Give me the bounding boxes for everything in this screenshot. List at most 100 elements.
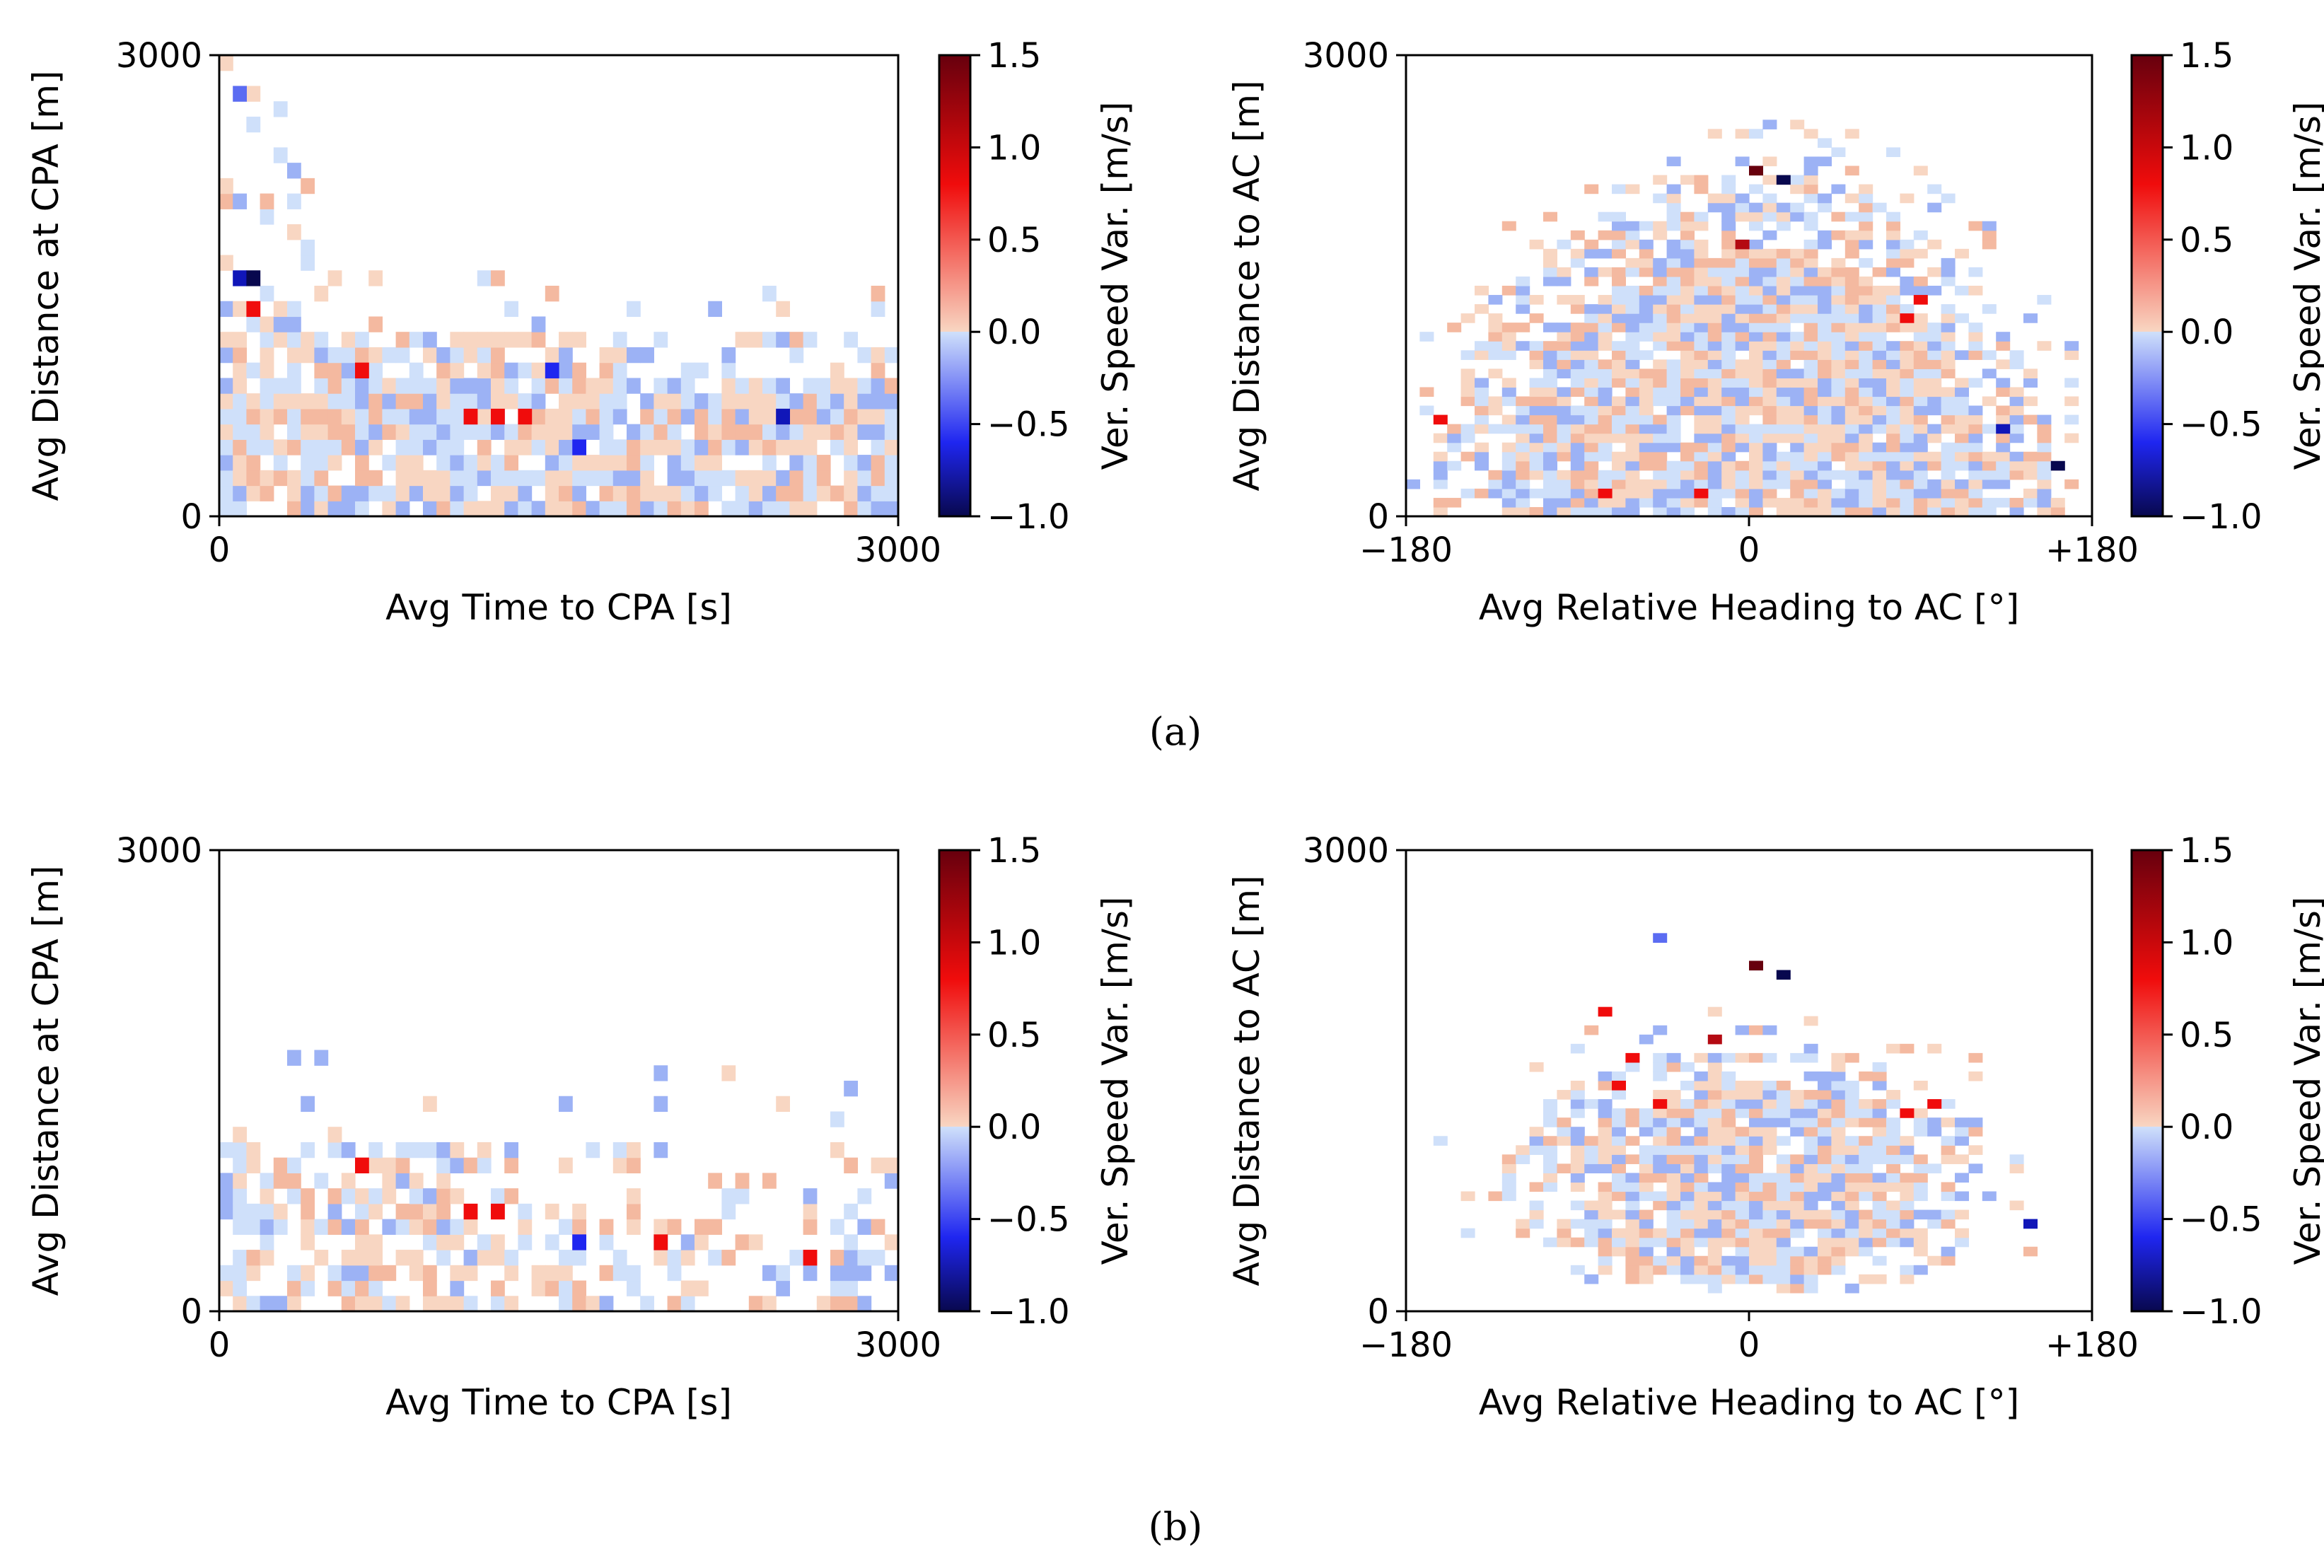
- y-tick-label: 0: [1367, 497, 1389, 537]
- heatmap-cell: [1872, 304, 1887, 314]
- heatmap-cell: [1721, 1163, 1736, 1173]
- heatmap-cell: [436, 1296, 451, 1312]
- heatmap-cell: [1707, 1228, 1722, 1238]
- heatmap-cell: [395, 424, 410, 440]
- heatmap-cell: [640, 408, 654, 425]
- heatmap-cell: [1653, 451, 1668, 462]
- heatmap-cell: [1844, 332, 1859, 342]
- heatmap-cell: [219, 408, 233, 425]
- heatmap-cell: [1598, 378, 1613, 388]
- heatmap-cell: [1996, 470, 2011, 480]
- heatmap-cell: [1886, 1173, 1900, 1183]
- heatmap-cell: [1735, 1136, 1750, 1146]
- colorbar-frame: [2130, 849, 2164, 1313]
- heatmap-cell: [1927, 359, 1942, 369]
- heatmap-cell: [1818, 497, 1832, 508]
- heatmap-cell: [1612, 1136, 1626, 1146]
- heatmap-cell: [1872, 506, 1887, 517]
- heatmap-cell: [1680, 276, 1695, 286]
- heatmap-cell: [1996, 479, 2011, 489]
- heatmap-cell: [1639, 239, 1654, 250]
- heatmap-cell: [233, 193, 247, 209]
- heatmap-cell: [1831, 257, 1846, 268]
- heatmap-cell: [1831, 1182, 1846, 1192]
- x-axis-label: Avg Time to CPA [s]: [385, 1382, 732, 1423]
- heatmap-cell: [1694, 1173, 1709, 1183]
- heatmap-cell: [531, 501, 546, 517]
- heatmap-cell: [1844, 248, 1859, 259]
- heatmap-cell: [450, 378, 465, 394]
- heatmap-cell: [355, 424, 369, 440]
- heatmap-cell: [1831, 359, 1846, 369]
- heatmap-cell: [1584, 1237, 1599, 1248]
- heatmap-cell: [1900, 378, 1915, 388]
- heatmap-cell: [1447, 442, 1462, 453]
- heatmap-cell: [395, 1157, 410, 1173]
- heatmap-cell: [287, 1188, 301, 1204]
- heatmap-cell: [1968, 286, 1983, 296]
- heatmap-cell: [1844, 424, 1859, 434]
- heatmap-cell: [504, 1296, 518, 1312]
- heatmap-cell: [830, 1111, 844, 1127]
- heatmap-cell: [1996, 497, 2011, 508]
- heatmap-cell: [559, 485, 573, 501]
- heatmap-cell: [463, 1157, 478, 1173]
- heatmap-cell: [1721, 230, 1736, 240]
- heatmap-cell: [1831, 368, 1846, 378]
- heatmap-cell: [1803, 378, 1818, 388]
- heatmap-cell: [1996, 405, 2011, 416]
- heatmap-cell: [1625, 323, 1640, 332]
- heatmap-cell: [1762, 230, 1777, 240]
- heatmap-cell: [776, 332, 790, 348]
- heatmap-cell: [1666, 1265, 1681, 1275]
- heatmap-cell: [1859, 1099, 1873, 1109]
- heatmap-cell: [1543, 433, 1557, 443]
- x-axis-label: Avg Relative Heading to AC [°]: [1479, 1382, 2019, 1423]
- heatmap-cell: [1941, 332, 1956, 342]
- heatmap-cell: [1433, 451, 1448, 462]
- heatmap-cell: [1913, 1173, 1928, 1183]
- heatmap-cell: [368, 1188, 383, 1204]
- heatmap-cell: [1831, 323, 1846, 332]
- heatmap-cell: [1859, 239, 1873, 250]
- heatmap-cell: [260, 485, 274, 501]
- heatmap-cell: [803, 1265, 818, 1282]
- heatmap-cell: [1612, 286, 1626, 296]
- heatmap-cell: [1653, 1255, 1668, 1266]
- heatmap-cell: [1475, 350, 1489, 360]
- heatmap-cell: [1570, 442, 1585, 453]
- heatmap-cell: [1776, 479, 1791, 489]
- heatmap-cell: [395, 1296, 410, 1312]
- heatmap-cell: [1803, 239, 1818, 250]
- heatmap-cell: [463, 470, 478, 487]
- heatmap-cell: [1941, 313, 1956, 323]
- heatmap-cell: [246, 470, 261, 487]
- colorbar-tick-label: −1.0: [2180, 497, 2262, 537]
- heatmap-cell: [708, 485, 722, 501]
- heatmap-cell: [531, 393, 546, 410]
- heatmap-cell: [1776, 424, 1791, 434]
- heatmap-cell: [1694, 368, 1709, 378]
- heatmap-cell: [1653, 1071, 1668, 1081]
- heatmap-cell: [1666, 1209, 1681, 1220]
- heatmap-cell: [260, 408, 274, 425]
- heatmap-cell: [1543, 405, 1557, 416]
- heatmap-cell: [1886, 1145, 1900, 1155]
- heatmap-highlight-cell: [776, 408, 790, 425]
- heatmap-cell: [1803, 368, 1818, 378]
- heatmap-cell: [1955, 286, 1969, 296]
- heatmap-cell: [1790, 1228, 1805, 1238]
- heatmap-cell: [1982, 424, 1997, 434]
- colorbar-label: Ver. Speed Var. [m/s]: [1095, 102, 1136, 470]
- heatmap-cell: [1941, 193, 1956, 204]
- heatmap-cell: [627, 424, 641, 440]
- heatmap-cell: [695, 1280, 709, 1296]
- heatmap-cell: [436, 1157, 451, 1173]
- heatmap-cell: [1968, 451, 1983, 462]
- heatmap-cell: [1516, 323, 1530, 332]
- heatmap-highlight-cell: [1707, 1034, 1722, 1045]
- heatmap-cell: [450, 470, 465, 487]
- heatmap-cell: [260, 316, 274, 332]
- heatmap-cell: [1859, 488, 1873, 499]
